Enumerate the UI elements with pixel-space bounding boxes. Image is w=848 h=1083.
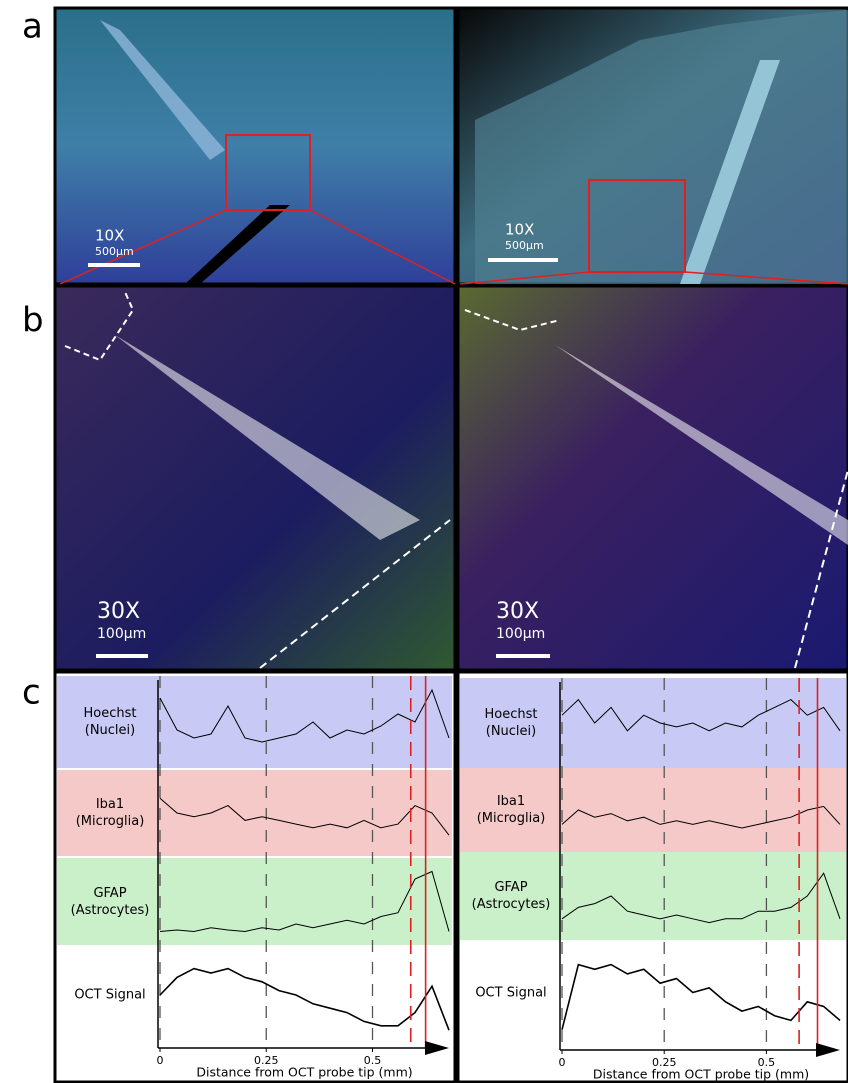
panel-label: a bbox=[22, 7, 43, 47]
probe-track bbox=[185, 205, 290, 284]
panel-frame bbox=[456, 670, 848, 1083]
magnification: 30X bbox=[97, 599, 140, 624]
channel-band bbox=[460, 852, 846, 940]
trace bbox=[159, 797, 450, 836]
zoom-line bbox=[459, 271, 590, 285]
x-tick-label: 0.25 bbox=[652, 1056, 677, 1069]
panel-label: c bbox=[22, 673, 41, 713]
trace bbox=[561, 805, 841, 829]
x-tick-label: 0.25 bbox=[254, 1054, 279, 1067]
panel-b: 30X 100µm 30X 100µm bbox=[53, 284, 848, 672]
scale-label: 100µm bbox=[97, 626, 146, 642]
channel-band bbox=[57, 770, 452, 856]
trace bbox=[561, 872, 841, 924]
channel-label: GFAP (Astrocytes) bbox=[70, 885, 150, 918]
channel-band bbox=[57, 945, 452, 1045]
x-tick-label: 0 bbox=[559, 1056, 566, 1069]
oct-beam bbox=[115, 335, 420, 540]
zoom-box bbox=[225, 134, 311, 211]
channel-band bbox=[460, 678, 846, 768]
channel-band bbox=[460, 768, 846, 852]
magnification: 10X bbox=[505, 221, 534, 239]
magnification: 10X bbox=[95, 227, 124, 245]
scale-label: 500µm bbox=[505, 239, 544, 252]
channel-label: Iba1 (Microglia) bbox=[75, 797, 145, 829]
channel-label: Hoechst (Nuclei) bbox=[83, 706, 137, 738]
track-edge bbox=[259, 519, 451, 669]
zoom-line bbox=[59, 209, 227, 285]
zoom-line bbox=[684, 271, 848, 285]
trace bbox=[561, 963, 841, 1030]
trace bbox=[159, 870, 450, 933]
channel-label: OCT Signal bbox=[74, 987, 146, 1003]
scale-label: 500µm bbox=[95, 245, 134, 258]
panel-frame bbox=[53, 670, 457, 1083]
trace bbox=[159, 688, 450, 743]
zoom-box bbox=[588, 179, 686, 273]
channel-band bbox=[57, 858, 452, 945]
probe bbox=[680, 60, 780, 284]
x-axis-label: Distance from OCT probe tip (mm) bbox=[593, 1067, 809, 1082]
panel-a: 10X 500µm 10X 500µm bbox=[53, 6, 848, 286]
x-tick-label: 0.5 bbox=[758, 1056, 776, 1069]
channel-band bbox=[460, 940, 846, 1045]
x-tick-label: 0 bbox=[157, 1054, 164, 1067]
channel-label: Iba1 (Microglia) bbox=[476, 794, 546, 826]
axis-arrow bbox=[425, 1041, 449, 1055]
panel-label: b bbox=[22, 301, 44, 341]
magnification: 30X bbox=[496, 599, 539, 624]
axis-arrow bbox=[816, 1043, 840, 1057]
oct-beam bbox=[555, 345, 848, 545]
micrograph bbox=[456, 284, 848, 672]
micrograph bbox=[53, 284, 457, 672]
channel-label: OCT Signal bbox=[475, 985, 547, 1000]
x-axis-label: Distance from OCT probe tip (mm) bbox=[196, 1065, 412, 1080]
micrograph bbox=[53, 6, 457, 286]
scale-label: 100µm bbox=[496, 626, 545, 642]
zoom-line bbox=[309, 209, 456, 285]
trace bbox=[561, 698, 841, 732]
channel-label: Hoechst (Nuclei) bbox=[484, 707, 538, 739]
x-tick-label: 0.5 bbox=[364, 1054, 382, 1067]
probe bbox=[100, 20, 225, 160]
trace bbox=[159, 967, 450, 1031]
track-edge bbox=[794, 469, 848, 669]
channel-label: GFAP (Astrocytes) bbox=[471, 880, 551, 912]
